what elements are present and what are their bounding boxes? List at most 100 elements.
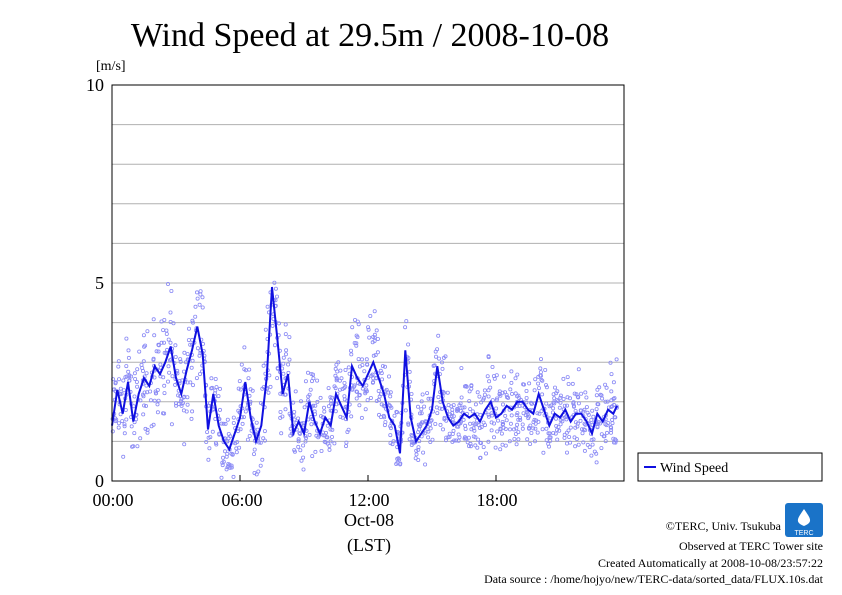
scatter-point xyxy=(176,393,181,398)
scatter-point xyxy=(142,403,147,408)
scatter-point xyxy=(474,421,479,426)
scatter-point xyxy=(195,346,200,351)
scatter-point xyxy=(441,355,446,360)
scatter-point xyxy=(169,422,174,427)
scatter-point xyxy=(533,439,538,444)
scatter-point xyxy=(590,442,595,447)
scatter-point xyxy=(490,364,495,369)
scatter-point xyxy=(164,328,169,333)
scatter-point xyxy=(504,418,509,423)
scatter-point xyxy=(589,417,594,422)
scatter-point xyxy=(309,422,314,427)
scatter-point xyxy=(334,378,339,383)
scatter-point xyxy=(508,387,513,392)
scatter-point xyxy=(485,374,490,379)
scatter-point xyxy=(518,417,523,422)
scatter-point xyxy=(462,384,467,389)
scatter-point xyxy=(228,434,233,439)
scatter-point xyxy=(585,442,590,447)
scatter-point xyxy=(386,374,391,379)
scatter-point xyxy=(500,402,505,407)
scatter-point xyxy=(464,436,469,441)
scatter-point xyxy=(416,447,421,452)
scatter-point xyxy=(524,388,529,393)
scatter-point xyxy=(283,392,288,397)
scatter-point xyxy=(273,286,278,291)
scatter-point xyxy=(513,376,518,381)
scatter-point xyxy=(503,426,508,431)
scatter-point xyxy=(539,377,544,382)
scatter-point xyxy=(551,400,556,405)
scatter-point xyxy=(568,425,573,430)
scatter-point xyxy=(389,405,394,410)
scatter-point xyxy=(418,424,423,429)
scatter-point xyxy=(154,349,159,354)
scatter-point xyxy=(407,437,412,442)
scatter-point xyxy=(501,374,506,379)
wind-speed-line xyxy=(111,286,618,454)
scatter-point xyxy=(585,410,590,415)
scatter-point xyxy=(563,415,568,420)
scatter-point xyxy=(355,334,360,339)
scatter-point xyxy=(323,430,328,435)
scatter-point xyxy=(478,455,483,460)
scatter-point xyxy=(123,407,128,412)
scatter-point xyxy=(576,367,581,372)
scatter-point xyxy=(236,386,241,391)
scatter-point xyxy=(278,409,283,414)
scatter-point xyxy=(308,387,313,392)
scatter-point xyxy=(309,379,314,384)
scatter-point xyxy=(365,398,370,403)
scatter-point xyxy=(382,415,387,420)
scatter-point xyxy=(610,417,615,422)
scatter-point xyxy=(553,385,558,390)
scatter-point xyxy=(610,421,615,426)
scatter-point xyxy=(303,379,308,384)
scatter-point xyxy=(359,357,364,362)
scatter-point xyxy=(498,393,503,398)
scatter-point xyxy=(310,372,315,377)
scatter-point xyxy=(235,439,240,444)
scatter-point xyxy=(394,461,399,466)
scatter-point xyxy=(477,394,482,399)
scatter-point xyxy=(132,371,137,376)
scatter-point xyxy=(283,407,288,412)
scatter-point xyxy=(179,401,184,406)
scatter-point xyxy=(501,421,506,426)
scatter-point xyxy=(161,375,166,380)
scatter-point xyxy=(142,390,147,395)
scatter-point xyxy=(217,386,222,391)
scatter-point xyxy=(281,371,286,376)
scatter-point xyxy=(451,414,456,419)
scatter-point xyxy=(332,441,337,446)
scatter-point xyxy=(379,371,384,376)
scatter-point xyxy=(188,342,193,347)
scatter-point xyxy=(141,359,146,364)
scatter-point xyxy=(162,383,167,388)
scatter-point xyxy=(589,437,594,442)
scatter-point xyxy=(220,455,225,460)
scatter-point xyxy=(298,448,303,453)
scatter-point xyxy=(561,396,566,401)
scatter-point xyxy=(261,436,266,441)
scatter-point xyxy=(568,440,573,445)
scatter-point xyxy=(325,423,330,428)
scatter-point xyxy=(186,338,191,343)
scatter-point xyxy=(486,439,491,444)
scatter-point xyxy=(375,336,380,341)
scatter-point xyxy=(219,421,224,426)
scatter-point xyxy=(403,325,408,330)
scatter-point xyxy=(340,415,345,420)
scatter-point xyxy=(131,444,136,449)
observed-text: Observed at TERC Tower site xyxy=(679,539,823,553)
scatter-point xyxy=(162,391,167,396)
scatter-point xyxy=(190,358,195,363)
scatter-point xyxy=(155,402,160,407)
scatter-point xyxy=(117,377,122,382)
scatter-point xyxy=(606,405,611,410)
scatter-point xyxy=(315,399,320,404)
scatter-point xyxy=(419,420,424,425)
scatter-point xyxy=(258,463,263,468)
scatter-point xyxy=(182,442,187,447)
scatter-point xyxy=(406,342,411,347)
